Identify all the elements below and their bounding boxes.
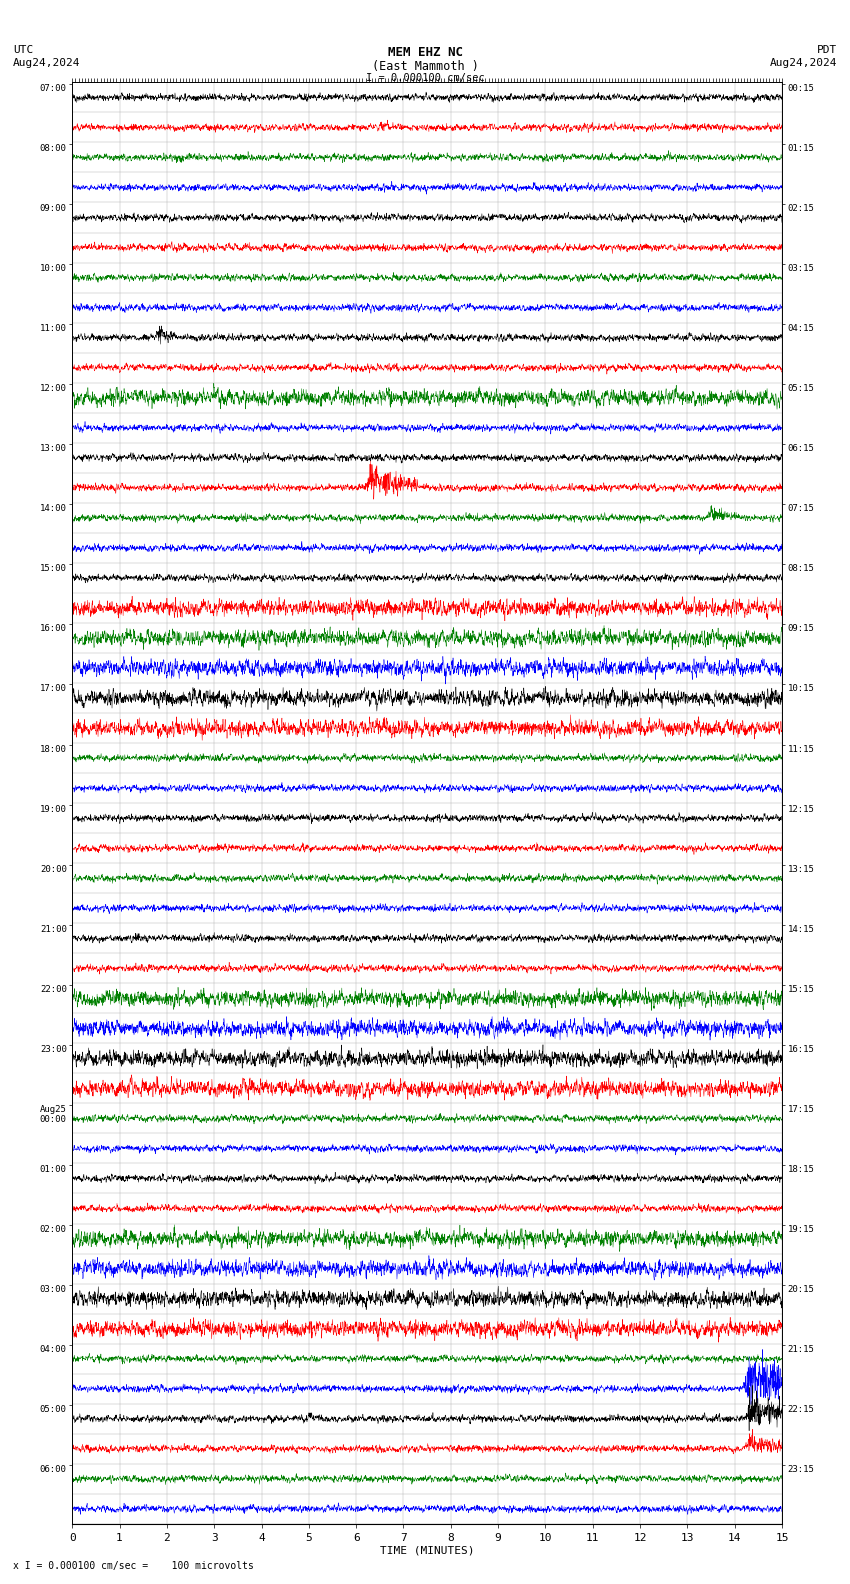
Text: (East Mammoth ): (East Mammoth ) (371, 60, 479, 73)
Text: x I = 0.000100 cm/sec =    100 microvolts: x I = 0.000100 cm/sec = 100 microvolts (13, 1562, 253, 1571)
Text: MEM EHZ NC: MEM EHZ NC (388, 46, 462, 59)
Text: PDT: PDT (817, 46, 837, 55)
Text: Aug24,2024: Aug24,2024 (13, 59, 80, 68)
Text: Aug24,2024: Aug24,2024 (770, 59, 837, 68)
X-axis label: TIME (MINUTES): TIME (MINUTES) (380, 1546, 474, 1555)
Text: I = 0.000100 cm/sec: I = 0.000100 cm/sec (366, 73, 484, 82)
Text: UTC: UTC (13, 46, 33, 55)
